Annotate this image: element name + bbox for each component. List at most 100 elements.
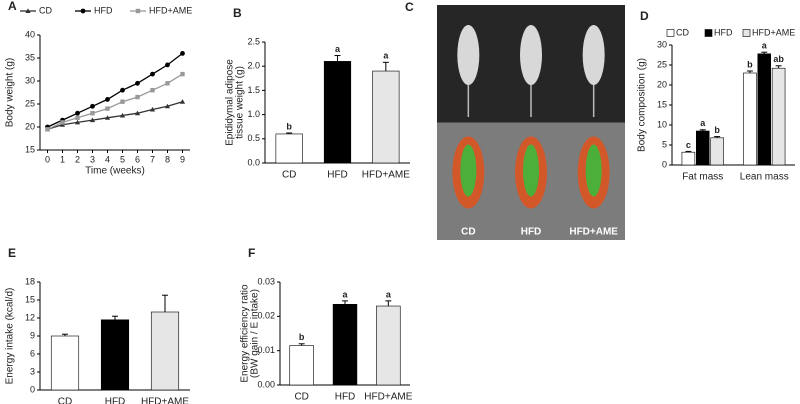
x-tick-label: CD (282, 170, 296, 181)
mouse-xray (582, 25, 605, 85)
y-axis-label: Energy intake (kcal/d) (5, 288, 16, 385)
series-line (47, 52, 183, 128)
panel-label: B (233, 6, 242, 20)
legend-swatch (666, 29, 675, 37)
marker (45, 127, 50, 132)
marker (149, 106, 156, 112)
x-tick-label: 6 (135, 154, 140, 164)
marker (180, 51, 185, 56)
y-tick-label: 20 (657, 79, 667, 89)
y-tick-label: 0.02 (257, 311, 275, 321)
marker (180, 71, 185, 77)
marker (164, 103, 171, 109)
y-tick-label: 25 (657, 59, 667, 69)
x-tick-label: HFD (105, 397, 126, 404)
bar (275, 133, 303, 164)
x-tick-label: 0 (45, 154, 50, 164)
x-tick-label: 5 (120, 154, 125, 164)
panel-label: C (405, 0, 414, 14)
y-tick-label: 25 (25, 98, 35, 108)
y-tick-label: 30 (657, 39, 667, 49)
bar (289, 345, 314, 386)
y-tick-label: 0.00 (257, 379, 275, 389)
x-tick-label: 2 (75, 154, 80, 164)
marker (150, 88, 155, 93)
bar (757, 53, 772, 166)
x-tick-label: CD (294, 392, 308, 403)
x-tick-label: 4 (105, 154, 110, 164)
mouse-lean (585, 144, 602, 197)
marker (119, 112, 126, 118)
x-tick-label: HFD+AME (362, 170, 410, 181)
marker (120, 99, 125, 104)
marker (90, 111, 95, 116)
legend-label: CD (676, 27, 689, 37)
legend-marker (80, 8, 86, 14)
legend-swatch (704, 29, 713, 37)
y-tick-label: 20 (25, 121, 35, 131)
y-tick-label: 1.5 (247, 85, 260, 95)
x-tick-label: Lean mass (740, 172, 789, 183)
significance-letter: a (762, 41, 768, 51)
y-axis-label: Epididymal adipose (225, 59, 236, 146)
legend-label: HFD+AME (149, 5, 192, 15)
y-tick-label: 3 (30, 366, 35, 376)
panel-label: E (8, 246, 16, 260)
marker (134, 110, 141, 116)
x-axis-label: Time (weeks) (85, 166, 145, 177)
y-tick-label: 30 (25, 75, 35, 85)
mouse-xray (457, 25, 480, 85)
x-tick-label: HFD (335, 392, 356, 403)
image-label: CD (461, 227, 475, 238)
y-axis-label: Body composition (g) (637, 58, 648, 152)
y-tick-label: 0.0 (247, 157, 260, 167)
panel-label: F (248, 246, 255, 260)
y-tick-label: 2.5 (247, 36, 260, 46)
bar (332, 304, 358, 386)
legend-marker (25, 8, 31, 13)
series-line (47, 73, 183, 130)
marker (75, 115, 80, 120)
y-tick-label: 18 (25, 276, 35, 286)
significance-letter: ab (773, 54, 784, 64)
legend-label: HFD (94, 5, 113, 15)
y-tick-label: 35 (25, 52, 35, 62)
marker (105, 97, 110, 102)
x-tick-label: 9 (180, 154, 185, 164)
x-tick-label: 8 (165, 154, 170, 164)
panel-label: D (640, 9, 649, 23)
bar (150, 311, 180, 391)
significance-letter: a (342, 289, 348, 299)
y-tick-label: 15 (657, 99, 667, 109)
marker (74, 119, 81, 125)
y-tick-label: 0.01 (257, 345, 275, 355)
y-tick-label: 1.0 (247, 109, 260, 119)
significance-letter: b (286, 121, 292, 131)
marker (104, 115, 111, 120)
x-tick-label: HFD (327, 170, 348, 181)
significance-letter: a (700, 118, 706, 128)
significance-letter: a (335, 44, 341, 54)
x-tick-label: HFD+AME (141, 397, 189, 404)
x-tick-label: 1 (60, 154, 65, 164)
x-tick-label: CD (58, 397, 72, 404)
bar (710, 137, 724, 166)
marker (135, 80, 140, 86)
legend-swatch (742, 29, 751, 37)
y-tick-label: 40 (25, 29, 35, 39)
x-tick-label: 7 (150, 154, 155, 164)
y-axis-label: tissue weight (g) (235, 66, 246, 139)
x-tick-label: HFD+AME (364, 392, 412, 403)
image-label: HFD+AME (569, 227, 618, 238)
y-tick-label: 12 (25, 312, 35, 322)
y-tick-label: 9 (30, 330, 35, 340)
significance-letter: b (299, 332, 305, 342)
marker (135, 94, 140, 100)
bar (323, 61, 352, 164)
image-label: HFD (521, 227, 542, 238)
legend-marker (135, 8, 141, 14)
mouse-lean (523, 144, 539, 197)
bar (743, 72, 757, 166)
